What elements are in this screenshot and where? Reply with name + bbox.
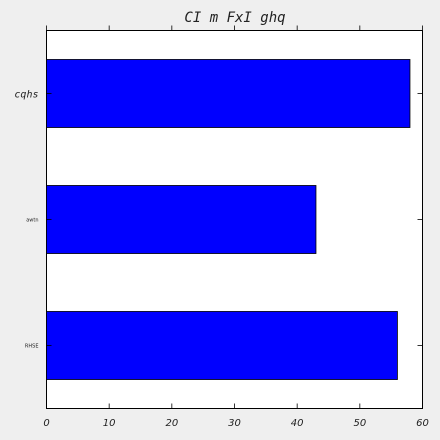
x-tick-label-0: 0	[43, 418, 49, 429]
x-axis: 0 10 20 30 40 50 60	[43, 25, 429, 429]
x-tick-label-20: 20	[165, 418, 178, 429]
bar-awtn	[46, 185, 317, 254]
chart-title: CI m FxI ghq	[184, 10, 285, 26]
x-tick-label-50: 50	[353, 418, 366, 429]
y-axis: cqhs awtn RHSE	[14, 90, 38, 350]
x-tick-label-10: 10	[103, 418, 116, 429]
y-tick-label-awtn: awtn	[26, 218, 38, 224]
y-tick-label-cqhs: cqhs	[14, 90, 38, 101]
x-tick-label-60: 60	[416, 418, 429, 429]
bars-layer	[46, 59, 423, 380]
y-tick-label-RHSE: RHSE	[25, 344, 39, 350]
bar-RHSE	[46, 311, 398, 380]
bar-cqhs	[46, 59, 411, 128]
x-tick-label-30: 30	[228, 418, 241, 429]
x-tick-label-40: 40	[291, 418, 304, 429]
